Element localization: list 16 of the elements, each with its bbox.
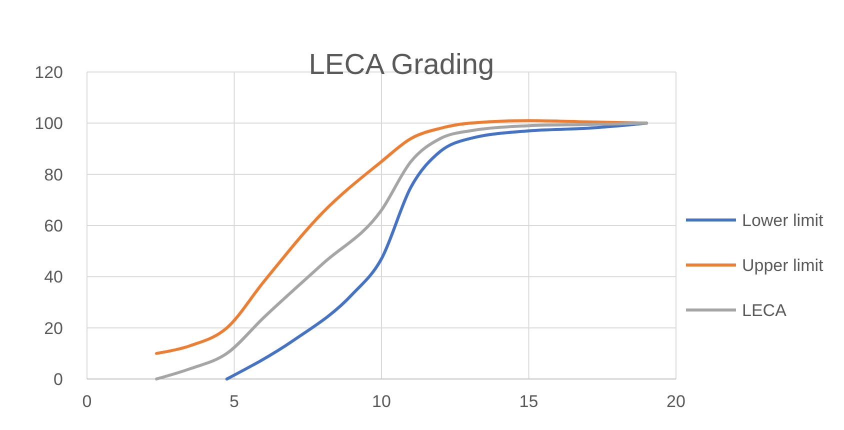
y-tick-label: 0: [54, 370, 63, 389]
y-tick-label: 60: [44, 216, 63, 236]
y-tick-label: 20: [44, 318, 63, 338]
legend-label: Upper limit: [742, 256, 824, 275]
y-tick-label: 100: [34, 114, 63, 134]
legend-label: Lower limit: [742, 211, 824, 230]
x-tick-label: 15: [519, 392, 538, 411]
y-tick-label: 80: [44, 165, 63, 184]
x-tick-label: 5: [230, 392, 239, 411]
y-tick-label: 40: [44, 268, 63, 287]
legend-label: LECA: [742, 301, 788, 320]
y-tick-label: 120: [34, 63, 63, 82]
x-tick-label: 0: [82, 392, 92, 411]
chart-title: LECA Grading: [308, 49, 494, 81]
x-tick-label: 20: [666, 392, 686, 411]
x-tick-label: 10: [372, 392, 391, 411]
